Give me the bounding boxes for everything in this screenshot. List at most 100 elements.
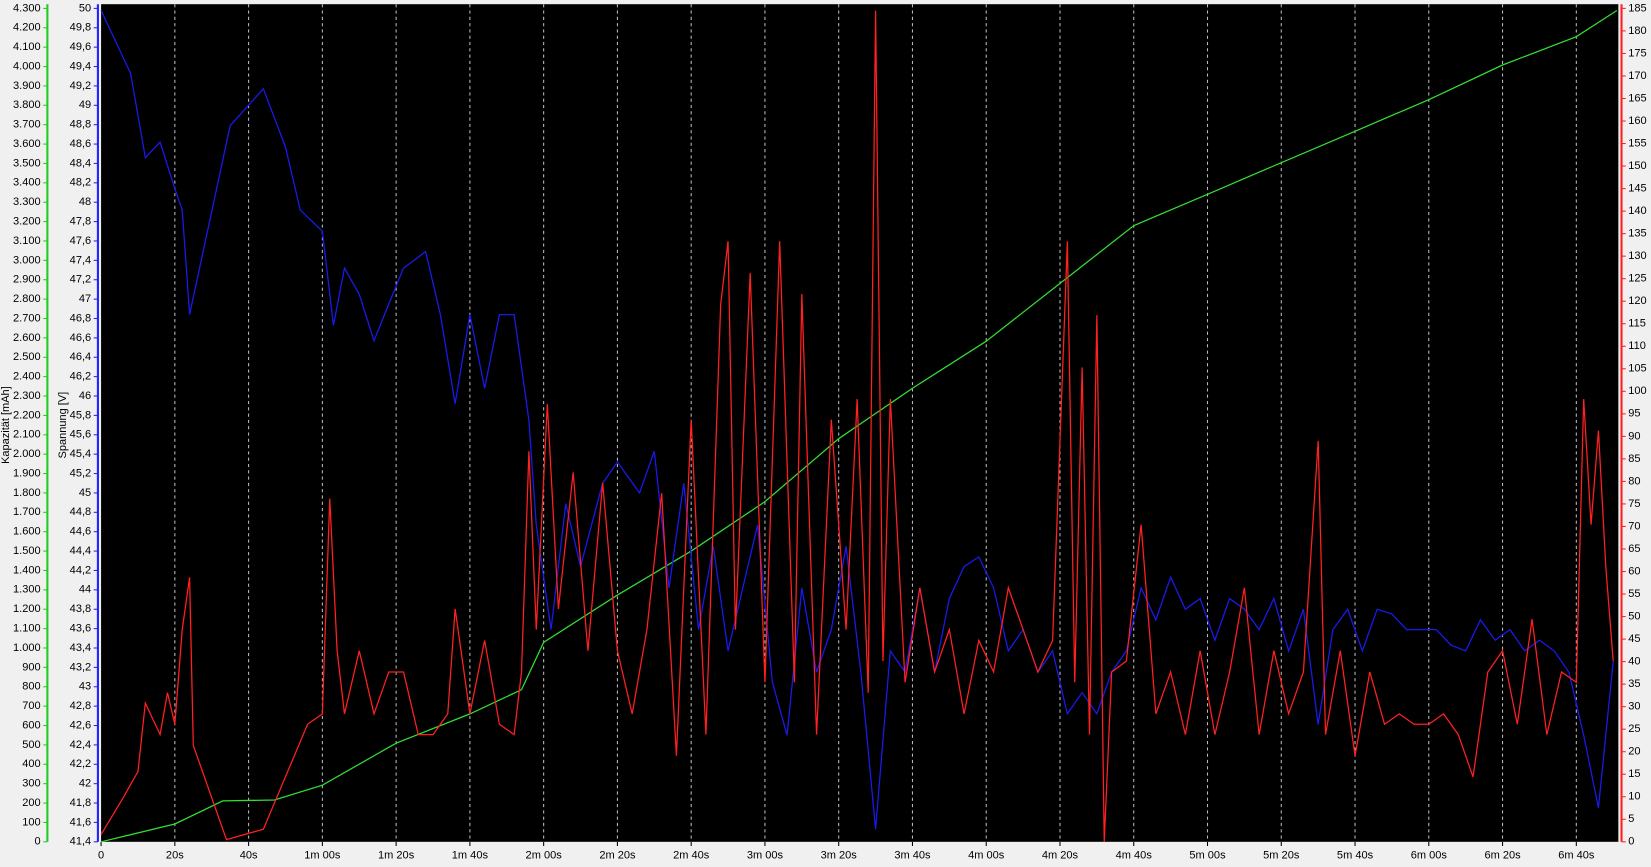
y2-tick-label: 105 bbox=[1628, 363, 1646, 375]
y-axis-title: Spannung [V] bbox=[57, 392, 69, 459]
y3-tick-label: 900 bbox=[22, 661, 40, 673]
y3-tick-label: 1.200 bbox=[13, 603, 41, 615]
y-tick-label: 46,2 bbox=[70, 371, 91, 383]
y3-tick-label: 1.100 bbox=[13, 623, 41, 635]
y3-tick-label: 2.700 bbox=[13, 312, 41, 324]
y-tick-label: 42,4 bbox=[70, 739, 91, 751]
y-tick-label: 44,6 bbox=[70, 526, 91, 538]
y3-tick-label: 3.500 bbox=[13, 157, 41, 169]
plot-area bbox=[101, 4, 1619, 842]
y3-tick-label: 0 bbox=[34, 836, 40, 848]
y2-tick-label: 75 bbox=[1628, 498, 1640, 510]
y-tick-label: 43,2 bbox=[70, 661, 91, 673]
y2-tick-label: 85 bbox=[1628, 453, 1640, 465]
x-tick-label: 5m 20s bbox=[1263, 849, 1300, 861]
y3-tick-label: 1.800 bbox=[13, 487, 41, 499]
y3-tick-label: 1.500 bbox=[13, 545, 41, 557]
x-tick-label: 2m 40s bbox=[673, 849, 710, 861]
y2-tick-label: 150 bbox=[1628, 160, 1646, 172]
x-tick-label: 20s bbox=[166, 849, 184, 861]
y3-tick-label: 800 bbox=[22, 681, 40, 693]
y2-tick-label: 100 bbox=[1628, 385, 1646, 397]
y-tick-label: 47,2 bbox=[70, 274, 91, 286]
y3-tick-label: 3.600 bbox=[13, 138, 41, 150]
y3-tick-label: 2.900 bbox=[13, 274, 41, 286]
y3-tick-label: 2.200 bbox=[13, 409, 41, 421]
y2-tick-label: 155 bbox=[1628, 137, 1646, 149]
y-tick-label: 46,8 bbox=[70, 312, 91, 324]
x-tick-label: 3m 20s bbox=[821, 849, 858, 861]
y2-tick-label: 15 bbox=[1628, 768, 1640, 780]
y3-tick-label: 2.600 bbox=[13, 332, 41, 344]
y3-tick-label: 1.000 bbox=[13, 642, 41, 654]
y-tick-label: 48,6 bbox=[70, 138, 91, 150]
x-tick-label: 6m 40s bbox=[1558, 849, 1595, 861]
x-tick-label: 4m 20s bbox=[1042, 849, 1079, 861]
x-tick-label: 4m 00s bbox=[968, 849, 1005, 861]
x-tick-label: 1m 40s bbox=[452, 849, 489, 861]
y-tick-label: 48 bbox=[79, 196, 91, 208]
x-tick-label: 4m 40s bbox=[1116, 849, 1153, 861]
y3-tick-label: 1.700 bbox=[13, 506, 41, 518]
y3-tick-label: 100 bbox=[22, 816, 40, 828]
y2-tick-label: 125 bbox=[1628, 273, 1646, 285]
x-tick-label: 6m 20s bbox=[1484, 849, 1521, 861]
y2-tick-label: 135 bbox=[1628, 228, 1646, 240]
y-tick-label: 41,8 bbox=[70, 797, 91, 809]
y3-tick-label: 4.200 bbox=[13, 22, 41, 34]
y3-tick-label: 3.200 bbox=[13, 216, 41, 228]
y-tick-label: 43,4 bbox=[70, 642, 91, 654]
y3-tick-label: 600 bbox=[22, 719, 40, 731]
y2-tick-label: 50 bbox=[1628, 610, 1640, 622]
y-tick-label: 43,6 bbox=[70, 623, 91, 635]
y-tick-label: 48,2 bbox=[70, 177, 91, 189]
y-tick-label: 45 bbox=[79, 487, 91, 499]
y2-tick-label: 95 bbox=[1628, 408, 1640, 420]
y3-tick-label: 2.500 bbox=[13, 351, 41, 363]
y3-tick-label: 200 bbox=[22, 797, 40, 809]
y2-tick-label: 10 bbox=[1628, 791, 1640, 803]
x-tick-label: 1m 00s bbox=[304, 849, 341, 861]
y-tick-label: 45,6 bbox=[70, 429, 91, 441]
y3-tick-label: 300 bbox=[22, 778, 40, 790]
y-tick-label: 45,4 bbox=[70, 448, 91, 460]
y3-tick-label: 500 bbox=[22, 739, 40, 751]
x-tick-label: 3m 00s bbox=[747, 849, 784, 861]
y2-tick-label: 0 bbox=[1628, 836, 1634, 848]
series-line bbox=[100, 9, 1618, 843]
y2-tick-label: 70 bbox=[1628, 520, 1640, 532]
y-tick-label: 47,6 bbox=[70, 235, 91, 247]
y-tick-label: 44 bbox=[79, 584, 91, 596]
y2-tick-label: 145 bbox=[1628, 183, 1646, 195]
y3-tick-label: 2.000 bbox=[13, 448, 41, 460]
y2-tick-label: 115 bbox=[1628, 318, 1646, 330]
y-tick-label: 43 bbox=[79, 681, 91, 693]
y3-tick-label: 3.000 bbox=[13, 254, 41, 266]
y-tick-label: 46 bbox=[79, 390, 91, 402]
y-tick-label: 49 bbox=[79, 99, 91, 111]
y3-tick-label: 3.800 bbox=[13, 99, 41, 111]
y-tick-label: 42 bbox=[79, 778, 91, 790]
y2-tick-label: 30 bbox=[1628, 701, 1640, 713]
y3-tick-label: 3.700 bbox=[13, 119, 41, 131]
x-tick-label: 2m 20s bbox=[599, 849, 636, 861]
y-tick-label: 47 bbox=[79, 293, 91, 305]
y-tick-label: 47,8 bbox=[70, 216, 91, 228]
y3-tick-label: 1.300 bbox=[13, 584, 41, 596]
y2-tick-label: 130 bbox=[1628, 250, 1646, 262]
y2-tick-label: 35 bbox=[1628, 678, 1640, 690]
y3-axis-title: Kapazität [mAh] bbox=[0, 386, 12, 464]
y2-tick-label: 45 bbox=[1628, 633, 1640, 645]
y2-tick-label: 185 bbox=[1628, 2, 1646, 14]
y-tick-label: 48,8 bbox=[70, 119, 91, 131]
y-tick-label: 45,2 bbox=[70, 467, 91, 479]
x-tick-label: 6m 00s bbox=[1411, 849, 1448, 861]
y3-tick-label: 4.300 bbox=[13, 2, 41, 14]
y3-tick-label: 1.900 bbox=[13, 467, 41, 479]
y2-tick-label: 20 bbox=[1628, 746, 1640, 758]
y2-tick-label: 5 bbox=[1628, 813, 1634, 825]
y-tick-label: 44,2 bbox=[70, 564, 91, 576]
y2-tick-label: 120 bbox=[1628, 295, 1646, 307]
y-tick-label: 41,6 bbox=[70, 816, 91, 828]
y2-tick-label: 110 bbox=[1628, 340, 1646, 352]
